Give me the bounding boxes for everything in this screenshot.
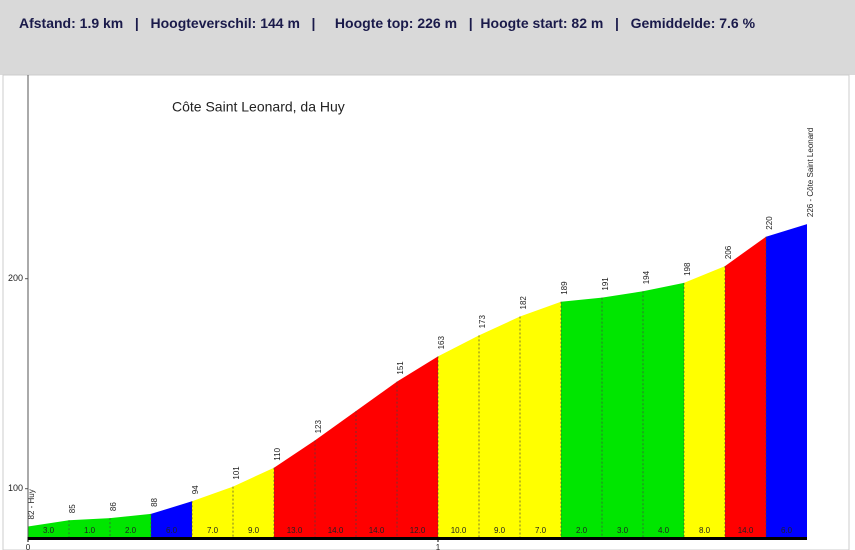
gradient-label: 14.0 xyxy=(738,526,754,535)
gradient-label: 1.0 xyxy=(84,526,96,535)
segment xyxy=(643,282,684,537)
header-stats: Afstand: 1.9 km | Hoogteverschil: 144 m … xyxy=(19,15,756,31)
elevation-label: 194 xyxy=(642,270,651,284)
gradient-label: 2.0 xyxy=(125,526,137,535)
segment xyxy=(766,224,807,537)
elevation-label: 191 xyxy=(601,277,610,291)
segment xyxy=(479,316,520,537)
elevation-label: 151 xyxy=(396,361,405,375)
elevation-label: 173 xyxy=(478,315,487,329)
elevation-label: 110 xyxy=(273,447,282,460)
elevation-label: 86 xyxy=(109,502,118,511)
elevation-label: 101 xyxy=(232,466,241,480)
elevation-label: 123 xyxy=(314,420,323,434)
elevation-label: 82 - Huy xyxy=(27,489,36,519)
elevation-label: 182 xyxy=(519,296,528,310)
segment xyxy=(397,356,438,537)
gradient-label: 13.0 xyxy=(287,526,303,535)
gradient-label: 12.0 xyxy=(410,526,426,535)
elevation-label: 226 - Côte Saint Leonard xyxy=(806,128,815,217)
elevation-label: 189 xyxy=(560,281,569,295)
gradient-label: 6.0 xyxy=(781,526,793,535)
gradient-label: 10.0 xyxy=(451,526,467,535)
elevation-label: 85 xyxy=(68,504,77,513)
segment xyxy=(602,291,643,537)
segment xyxy=(520,301,561,537)
y-tick-label: 200 xyxy=(8,273,23,283)
x-tick-label: 1 xyxy=(436,543,441,550)
gradient-label: 14.0 xyxy=(369,526,385,535)
gradient-label: 2.0 xyxy=(576,526,588,535)
x-tick-label: 0 xyxy=(26,543,31,550)
elevation-label: 220 xyxy=(765,216,774,230)
elevation-label: 206 xyxy=(724,245,733,259)
segment xyxy=(561,297,602,537)
segment xyxy=(274,440,315,537)
gradient-label: 3.0 xyxy=(43,526,55,535)
segment xyxy=(233,467,274,537)
gradient-label: 9.0 xyxy=(494,526,506,535)
segment xyxy=(356,381,397,537)
segment xyxy=(725,236,766,537)
segment xyxy=(110,513,151,537)
gradient-label: 3.0 xyxy=(617,526,629,535)
segment xyxy=(684,266,725,537)
elevation-label: 198 xyxy=(683,262,692,276)
gradient-label: 9.0 xyxy=(248,526,260,535)
gradient-label: 4.0 xyxy=(658,526,670,535)
elevation-label: 94 xyxy=(191,485,200,494)
gradient-label: 7.0 xyxy=(207,526,219,535)
header-bar: Afstand: 1.9 km | Hoogteverschil: 144 m … xyxy=(0,0,855,75)
elevation-label: 88 xyxy=(150,497,159,506)
segment xyxy=(69,518,110,537)
segment xyxy=(28,520,69,537)
gradient-label: 6.0 xyxy=(166,526,178,535)
segment xyxy=(151,501,192,537)
gradient-label: 14.0 xyxy=(328,526,344,535)
gradient-label: 8.0 xyxy=(699,526,711,535)
segment xyxy=(192,486,233,537)
chart-title: Côte Saint Leonard, da Huy xyxy=(172,99,345,115)
gradient-label: 7.0 xyxy=(535,526,547,535)
segment xyxy=(438,335,479,537)
segment xyxy=(315,411,356,537)
elevation-label: 163 xyxy=(437,336,446,350)
y-tick-label: 100 xyxy=(8,483,23,493)
